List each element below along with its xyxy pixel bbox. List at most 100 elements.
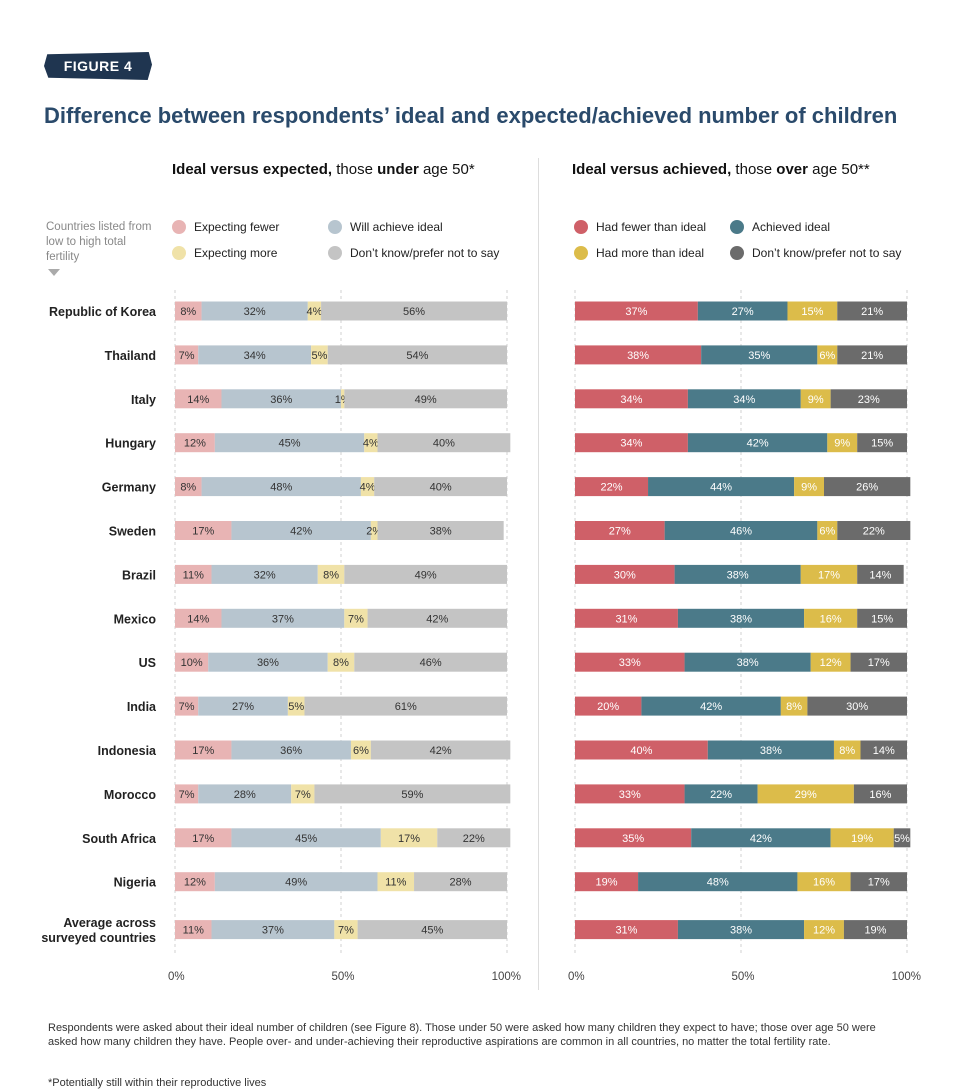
tick-label: 0% — [168, 971, 185, 983]
bar-segment — [857, 564, 904, 584]
bar-segment — [787, 301, 838, 321]
bar-segment — [575, 345, 702, 365]
bar-segment — [648, 477, 795, 497]
bar-segment — [575, 301, 698, 321]
bar-segment — [575, 652, 685, 672]
bar-segment — [575, 433, 688, 453]
data-label: 38% — [430, 526, 452, 538]
data-label: 59% — [401, 789, 423, 801]
data-label: 30% — [614, 569, 636, 581]
data-label: 9% — [801, 482, 817, 494]
bar-segment — [175, 652, 209, 672]
data-label: 11% — [385, 877, 406, 889]
data-label: 34% — [244, 350, 266, 362]
data-label: 54% — [406, 350, 428, 362]
data-label: 8% — [180, 482, 196, 494]
left-heading-bold: Ideal versus expected, — [172, 161, 333, 178]
bar-segment — [575, 872, 639, 892]
legend-label: Expecting more — [194, 246, 278, 260]
legend-label: Don’t know/prefer not to say — [752, 246, 902, 260]
data-label: 5% — [894, 833, 910, 845]
row-label: India — [127, 700, 157, 714]
bar-segment — [367, 608, 507, 628]
bar-segment — [175, 920, 212, 940]
bar-segment — [175, 389, 222, 409]
bar-segment — [684, 652, 811, 672]
bar-segment — [175, 784, 199, 804]
bar-segment — [575, 564, 675, 584]
data-label: 40% — [630, 745, 652, 757]
row-label: Hungary — [105, 437, 156, 451]
bar-segment — [175, 608, 222, 628]
data-label: 16% — [869, 789, 891, 801]
data-label: 40% — [430, 482, 452, 494]
bar-segment — [350, 740, 371, 760]
bar-segment — [380, 828, 438, 848]
bar-segment — [575, 920, 678, 940]
data-label: 7% — [179, 350, 195, 362]
data-label: 19% — [851, 833, 873, 845]
bar-segment — [780, 696, 808, 716]
data-label: 42% — [290, 526, 312, 538]
bar-segment — [231, 740, 351, 760]
legend-swatch-icon — [574, 220, 588, 234]
data-label: 36% — [257, 657, 279, 669]
bar-segment — [664, 521, 818, 540]
bar-segment — [317, 564, 345, 584]
data-label: 19% — [596, 877, 618, 889]
bar-segment — [377, 433, 511, 453]
data-label: 38% — [730, 925, 752, 937]
footnote-star: *Potentially still within their reproduc… — [48, 1077, 267, 1089]
data-label: 23% — [858, 394, 880, 406]
legend-label: Had fewer than ideal — [596, 220, 707, 234]
data-label: 35% — [748, 350, 770, 362]
data-label: 22% — [601, 482, 623, 494]
data-label: 7% — [295, 789, 311, 801]
bar-segment — [850, 652, 907, 672]
data-label: 8% — [786, 701, 802, 713]
bar-segment — [853, 784, 907, 804]
data-label: 38% — [730, 613, 752, 625]
left-chart-heading: Ideal versus expected, those under age 5… — [172, 161, 475, 178]
bar-segment — [211, 920, 335, 940]
bar-segment — [175, 521, 232, 540]
data-label: 29% — [795, 789, 817, 801]
bar-segment — [575, 784, 685, 804]
bar-segment — [370, 521, 378, 540]
data-label: 4% — [306, 306, 322, 318]
footnote-main: Respondents were asked about their ideal… — [48, 1022, 876, 1048]
data-label: 38% — [727, 569, 749, 581]
data-label: 40% — [433, 438, 455, 450]
bar-segment — [175, 564, 212, 584]
bar-segment — [198, 345, 312, 365]
bar-segment — [334, 920, 358, 940]
bar-segment — [817, 521, 838, 540]
bar-segment — [800, 389, 831, 409]
bar-segment — [707, 740, 834, 760]
data-label: 8% — [333, 657, 349, 669]
data-label: 6% — [819, 526, 835, 538]
sort-note: Countries listed from low to high total … — [46, 221, 152, 263]
data-label: 34% — [733, 394, 755, 406]
legend-will-achieve-ideal: Will achieve ideal — [328, 220, 443, 234]
data-label: 17% — [868, 877, 890, 889]
bar-segment — [221, 389, 341, 409]
data-label: 7% — [338, 925, 354, 937]
bar-segment — [575, 696, 642, 716]
bar-segment — [810, 652, 851, 672]
row-label: Italy — [131, 393, 156, 407]
bar-segment — [797, 872, 851, 892]
bar-segment — [321, 301, 507, 321]
data-label: 46% — [420, 657, 442, 669]
data-label: 27% — [609, 526, 631, 538]
bar-segment — [327, 652, 355, 672]
bar-segment — [175, 477, 202, 497]
data-label: 61% — [395, 701, 417, 713]
bar-segment — [214, 433, 365, 453]
row-label: US — [139, 656, 156, 670]
bar-segment — [231, 521, 371, 540]
bar-segment — [414, 872, 507, 892]
data-label: 6% — [819, 350, 835, 362]
data-label: 42% — [750, 833, 772, 845]
left-heading-bold2: under — [377, 161, 419, 178]
